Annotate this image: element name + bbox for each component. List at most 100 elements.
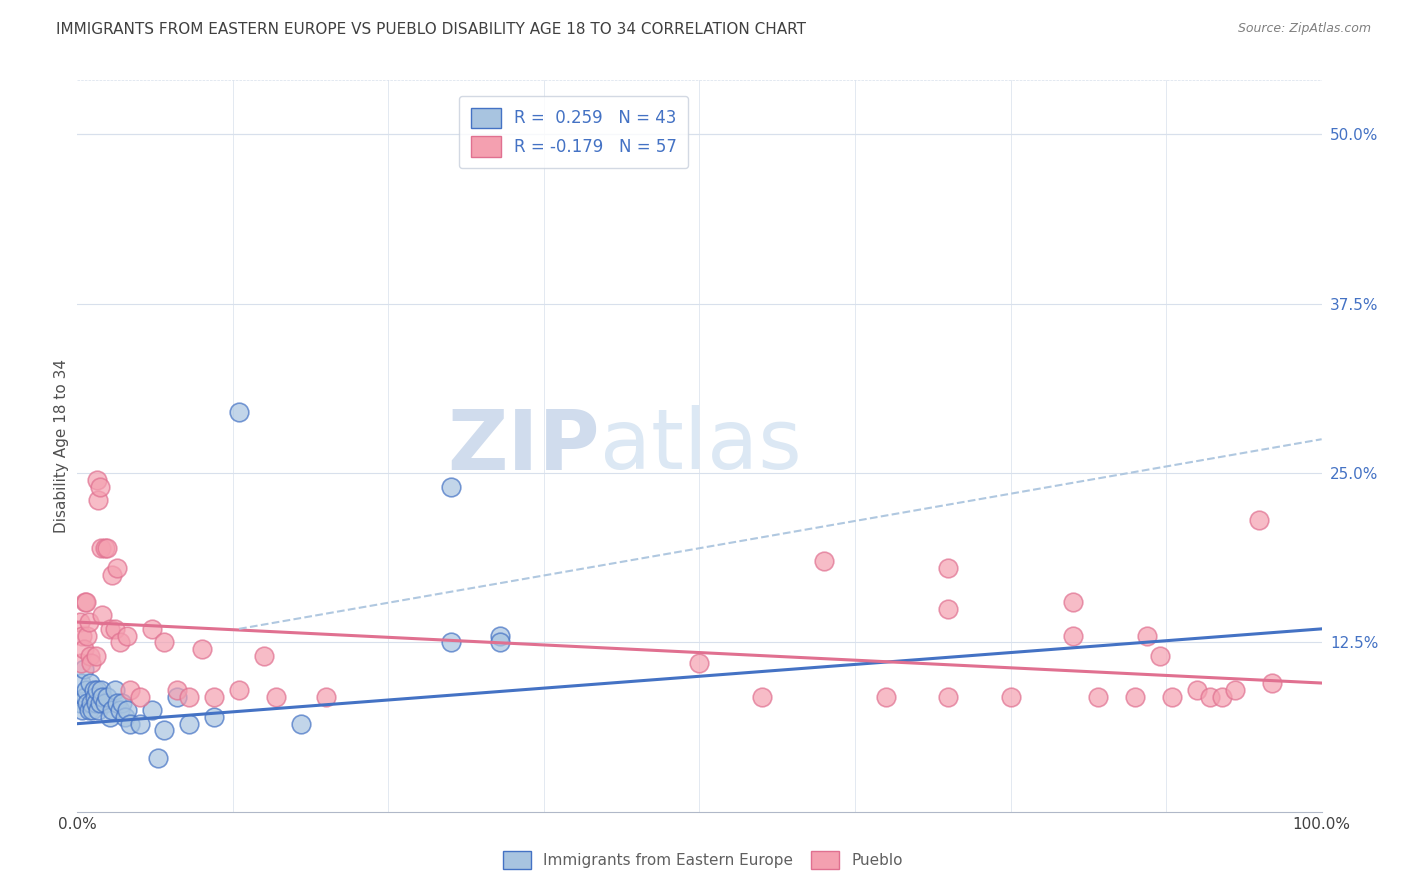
Point <box>91 690 114 704</box>
Point <box>72 703 94 717</box>
Point <box>84 648 107 663</box>
Point <box>751 690 773 704</box>
Point <box>115 629 138 643</box>
Legend: R =  0.259   N = 43, R = -0.179   N = 57: R = 0.259 N = 43, R = -0.179 N = 57 <box>458 96 689 169</box>
Text: atlas: atlas <box>600 406 801 486</box>
Point <box>1161 690 1184 704</box>
Point <box>69 697 91 711</box>
Point <box>1123 690 1146 704</box>
Point <box>1261 676 1284 690</box>
Point <box>148 750 170 764</box>
Point <box>104 682 127 697</box>
Point <box>153 723 176 738</box>
Point <box>98 622 121 636</box>
Point <box>79 648 101 663</box>
Point <box>1062 629 1084 643</box>
Point <box>76 629 98 643</box>
Point <box>489 629 512 643</box>
Point <box>166 690 188 704</box>
Point <box>80 697 103 711</box>
Point <box>1198 690 1220 704</box>
Point <box>84 697 107 711</box>
Point <box>111 697 134 711</box>
Point <box>938 690 960 704</box>
Point <box>79 676 101 690</box>
Point <box>96 541 118 555</box>
Point <box>86 473 108 487</box>
Point <box>179 716 201 731</box>
Point <box>82 703 104 717</box>
Point <box>72 642 94 657</box>
Point <box>315 690 337 704</box>
Point <box>141 703 163 717</box>
Point <box>253 648 276 663</box>
Point <box>96 690 118 704</box>
Text: Source: ZipAtlas.com: Source: ZipAtlas.com <box>1237 22 1371 36</box>
Point <box>93 541 115 555</box>
Point <box>228 682 250 697</box>
Point <box>128 690 150 704</box>
Point <box>938 561 960 575</box>
Point <box>191 642 214 657</box>
Point <box>440 635 463 649</box>
Point <box>80 656 103 670</box>
Point <box>1062 595 1084 609</box>
Point <box>166 682 188 697</box>
Point <box>108 703 131 717</box>
Point <box>87 493 110 508</box>
Point <box>72 663 94 677</box>
Point <box>69 615 91 629</box>
Point <box>938 601 960 615</box>
Point <box>153 635 176 649</box>
Point <box>440 480 463 494</box>
Point <box>1149 648 1171 663</box>
Point <box>89 480 111 494</box>
Point <box>75 595 97 609</box>
Point <box>105 561 128 575</box>
Point <box>1000 690 1022 704</box>
Point <box>202 690 225 704</box>
Text: IMMIGRANTS FROM EASTERN EUROPE VS PUEBLO DISABILITY AGE 18 TO 34 CORRELATION CHA: IMMIGRANTS FROM EASTERN EUROPE VS PUEBLO… <box>56 22 806 37</box>
Legend: Immigrants from Eastern Europe, Pueblo: Immigrants from Eastern Europe, Pueblo <box>498 845 908 875</box>
Point <box>141 622 163 636</box>
Point <box>93 697 115 711</box>
Point <box>875 690 897 704</box>
Point <box>101 703 124 717</box>
Point <box>77 615 100 629</box>
Point <box>75 682 97 697</box>
Y-axis label: Disability Age 18 to 34: Disability Age 18 to 34 <box>53 359 69 533</box>
Point <box>101 567 124 582</box>
Point <box>70 676 93 690</box>
Point <box>1211 690 1233 704</box>
Point <box>77 703 100 717</box>
Point <box>86 682 108 697</box>
Point <box>118 682 141 697</box>
Point <box>128 716 150 731</box>
Point <box>115 703 138 717</box>
Point <box>1223 682 1246 697</box>
Point <box>70 656 93 670</box>
Point <box>266 690 288 704</box>
Point <box>83 690 105 704</box>
Point <box>83 682 105 697</box>
Point <box>76 697 98 711</box>
Point <box>1087 690 1109 704</box>
Point <box>689 656 711 670</box>
Point <box>1187 682 1209 697</box>
Point <box>98 710 121 724</box>
Point <box>72 629 94 643</box>
Point <box>290 716 312 731</box>
Point <box>108 635 131 649</box>
Point <box>489 635 512 649</box>
Point <box>179 690 201 704</box>
Point <box>813 554 835 568</box>
Point <box>1136 629 1159 643</box>
Point <box>105 697 128 711</box>
Point <box>91 608 114 623</box>
Text: ZIP: ZIP <box>447 406 600 486</box>
Point <box>104 622 127 636</box>
Point <box>228 405 250 419</box>
Point <box>202 710 225 724</box>
Point <box>87 703 110 717</box>
Point <box>118 716 141 731</box>
